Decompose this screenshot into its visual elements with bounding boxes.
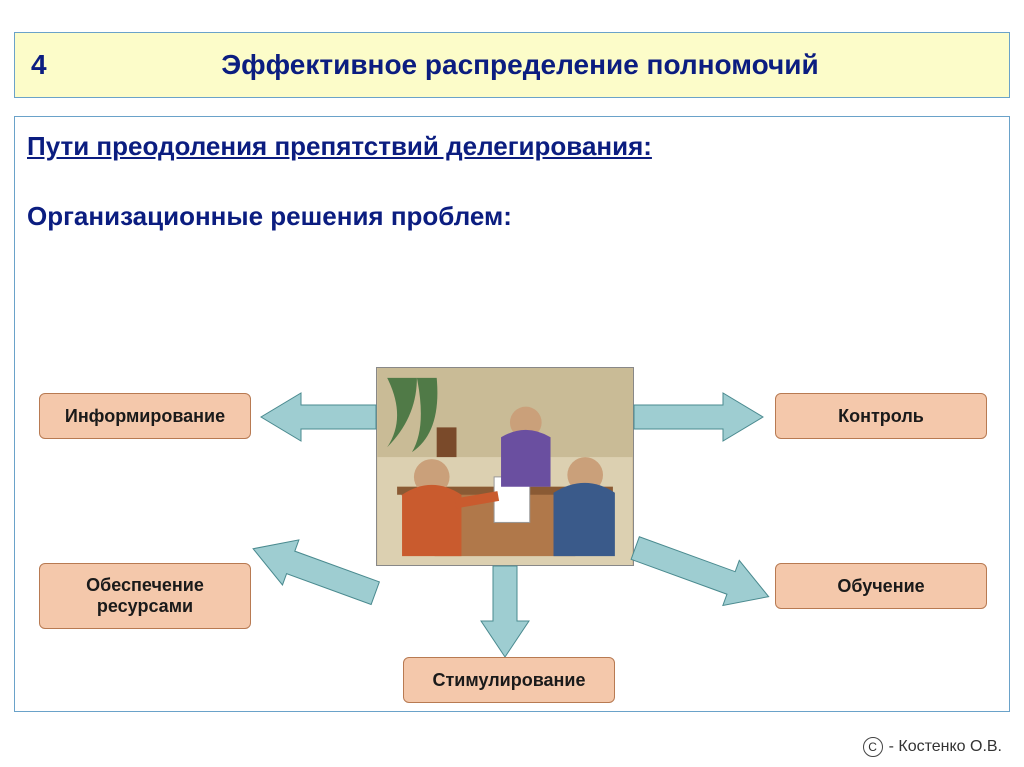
node-control: Контроль (775, 393, 987, 439)
subtitle-1: Пути преодоления препятствий делегирован… (27, 131, 652, 162)
node-control-label: Контроль (838, 406, 924, 427)
content-box: Пути преодоления препятствий делегирован… (14, 116, 1010, 712)
node-stimulation-label: Стимулирование (432, 670, 585, 691)
arrow-to-control (634, 391, 763, 443)
node-training-label: Обучение (837, 576, 924, 597)
meeting-illustration (376, 367, 634, 566)
node-resources-label: Обеспечение ресурсами (86, 575, 204, 616)
copyright-icon: C (863, 737, 883, 757)
slide-canvas: 4 Эффективное распределение полномочий П… (0, 0, 1024, 767)
node-resources: Обеспечение ресурсами (39, 563, 251, 629)
node-stimulation: Стимулирование (403, 657, 615, 703)
node-informing-label: Информирование (65, 406, 225, 427)
footer-credit: C - Костенко О.В. (863, 737, 1002, 757)
arrow-to-training (625, 527, 777, 617)
slide-number: 4 (31, 49, 91, 81)
slide-title: Эффективное распределение полномочий (91, 49, 1009, 81)
subtitle-2: Организационные решения проблем: (27, 201, 512, 232)
footer-text: - Костенко О.В. (889, 738, 1002, 756)
meeting-icon (377, 368, 633, 565)
arrow-to-stimulation (479, 566, 531, 657)
arrow-to-resources (247, 527, 387, 617)
node-informing: Информирование (39, 393, 251, 439)
title-bar: 4 Эффективное распределение полномочий (14, 32, 1010, 98)
arrow-to-informing (261, 391, 376, 443)
node-training: Обучение (775, 563, 987, 609)
